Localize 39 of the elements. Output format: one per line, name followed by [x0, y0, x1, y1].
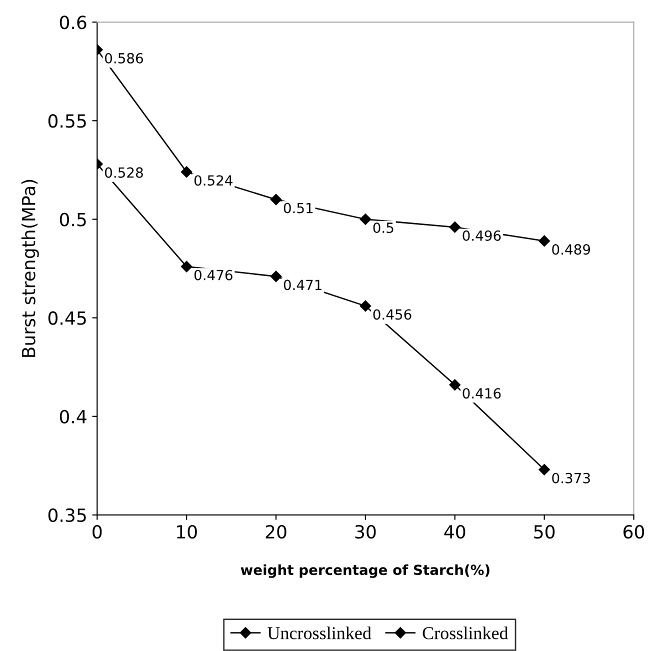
data-label: 0.5 — [373, 222, 394, 234]
point — [180, 166, 192, 178]
data-label: 0.489 — [552, 244, 590, 255]
data-label: 0.528 — [105, 167, 143, 178]
x-tick-label: 20 — [266, 524, 286, 539]
y-tick-label: 0.6 — [60, 16, 86, 30]
data-label: 0.586 — [105, 52, 143, 64]
data-label: 0.456 — [373, 309, 412, 320]
x-tick-label: 0 — [92, 524, 102, 539]
x-tick-label: 50 — [534, 524, 555, 539]
data-label: 0.476 — [194, 270, 232, 280]
data-label: 0.524 — [194, 175, 233, 186]
y-tick-label: 0.4 — [60, 410, 86, 424]
point — [538, 464, 550, 476]
x-axis-title: weight percentage of Starch(%) — [240, 564, 490, 578]
x-tick-label: 30 — [355, 524, 376, 539]
x-tick-label: 60 — [624, 524, 644, 539]
point — [360, 214, 372, 225]
data-label: 0.51 — [284, 202, 313, 214]
y-tick-label: 0.45 — [48, 311, 86, 325]
y-tick-label: 0.55 — [48, 114, 86, 128]
data-label: 0.471 — [284, 280, 322, 290]
legend-label: Uncrosslinked — [268, 626, 372, 640]
data-label: 0.496 — [462, 230, 501, 241]
y-tick-label: 0.35 — [48, 508, 86, 522]
y-tick-label: 0.5 — [60, 212, 86, 226]
point — [449, 222, 460, 233]
point — [270, 270, 282, 282]
data-label: 0.373 — [552, 472, 590, 484]
point — [449, 379, 460, 390]
legend-label: Crosslinked — [422, 626, 508, 640]
point — [270, 194, 282, 206]
x-tick-label: 40 — [444, 524, 466, 539]
point — [180, 260, 192, 272]
y-axis-title: Burst strength(MPa) — [21, 180, 39, 357]
x-tick-label: 10 — [177, 524, 197, 539]
point — [538, 235, 550, 247]
data-label: 0.416 — [462, 388, 501, 399]
point — [360, 300, 372, 312]
